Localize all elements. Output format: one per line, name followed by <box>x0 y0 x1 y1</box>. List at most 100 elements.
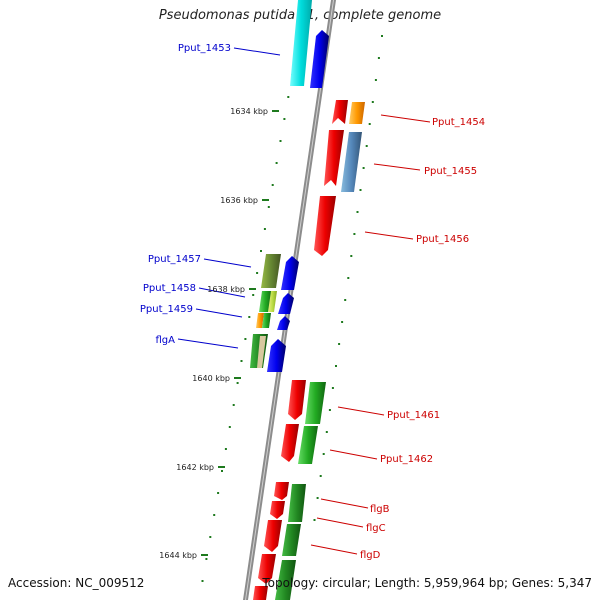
gc-tick <box>319 475 322 477</box>
gene-arrow <box>341 132 362 192</box>
gene-label[interactable]: flgB <box>370 504 390 515</box>
gc-tick <box>362 167 365 169</box>
gene-label[interactable]: Pput_1453 <box>178 43 231 54</box>
gc-tick <box>313 519 316 521</box>
gc-tick <box>205 558 208 560</box>
gene-arrow <box>258 554 276 584</box>
gc-tick <box>377 57 380 59</box>
label-lines-plus <box>177 47 281 349</box>
gc-skew-ticks <box>201 30 383 582</box>
gene-arrow <box>314 196 336 256</box>
gene-arrow <box>270 501 285 519</box>
gc-tick <box>267 206 270 208</box>
scale-tick <box>262 199 269 201</box>
scale-label: 1634 kbp <box>230 107 268 116</box>
gene-arrow <box>349 102 365 124</box>
gc-tick <box>325 431 328 433</box>
gc-tick <box>213 514 216 516</box>
gene-label[interactable]: Pput_1458 <box>143 283 196 294</box>
scale-label: 1644 kbp <box>159 551 197 560</box>
scale-label: 1638 kbp <box>207 285 245 294</box>
scale-tick <box>218 466 225 468</box>
gc-tick <box>232 404 235 406</box>
gene-label[interactable]: Pput_1455 <box>424 166 477 177</box>
scale-tick <box>249 288 256 290</box>
gene-arrow <box>332 100 348 124</box>
scale-tick <box>201 554 208 556</box>
gc-tick <box>368 123 371 125</box>
scale-tick <box>272 110 279 112</box>
scale-label: 1642 kbp <box>176 463 214 472</box>
gc-tick <box>271 184 274 186</box>
genome-summary-text: Topology: circular; Length: 5,959,964 bp… <box>262 576 592 590</box>
gc-tick <box>335 365 337 367</box>
labels-minus: Pput_1454 Pput_1455 Pput_1456 Pput_1461 … <box>360 117 485 561</box>
gene-label[interactable]: Pput_1461 <box>387 410 440 421</box>
gc-tick <box>328 409 331 411</box>
gc-tick <box>279 140 282 142</box>
gc-tick <box>371 101 374 103</box>
gc-tick <box>221 470 223 472</box>
gene-arrow <box>310 30 329 88</box>
gene-arrow <box>290 0 312 86</box>
gene-arrow <box>288 380 306 420</box>
scale-tick <box>234 377 241 379</box>
gc-tick <box>217 492 220 494</box>
gene-label[interactable]: Pput_1454 <box>432 117 485 128</box>
gc-tick <box>287 96 290 98</box>
gene-arrow <box>264 520 282 552</box>
gene-label[interactable]: flgC <box>366 523 386 534</box>
gc-tick <box>283 118 286 120</box>
scale-label: 1640 kbp <box>192 374 230 383</box>
gc-tick <box>263 228 266 230</box>
gene-arrow <box>262 313 271 328</box>
gene-arrow <box>274 482 289 500</box>
scale-labels: 1634 kbp 1636 kbp 1638 kbp 1640 kbp 1642… <box>159 107 268 560</box>
gc-tick <box>316 497 319 499</box>
gene-arrow <box>257 336 266 368</box>
gene-arrow <box>298 426 318 464</box>
gene-arrow <box>305 382 326 424</box>
gene-arrow <box>282 524 301 556</box>
gene-arrow <box>267 339 286 372</box>
gene-arrow <box>256 313 264 328</box>
gene-arrow <box>281 424 299 462</box>
gc-tick <box>344 299 347 301</box>
gc-tick <box>228 426 231 428</box>
gc-tick <box>341 321 344 323</box>
gc-tick <box>244 338 247 340</box>
gc-tick <box>275 162 278 164</box>
gene-arrow <box>288 484 306 522</box>
gc-tick <box>260 250 262 252</box>
gene-arrow <box>261 254 281 288</box>
gene-label[interactable]: Pput_1457 <box>148 254 201 265</box>
gc-tick <box>256 272 259 274</box>
gc-tick <box>374 79 377 81</box>
gene-label[interactable]: flgA <box>156 335 176 346</box>
gc-tick <box>224 448 227 450</box>
gene-label[interactable]: Pput_1456 <box>416 234 469 245</box>
gene-label[interactable]: Pput_1462 <box>380 454 433 465</box>
gc-tick <box>338 343 341 345</box>
gc-tick <box>353 233 356 235</box>
scale-label: 1636 kbp <box>220 196 258 205</box>
gene-features <box>250 0 365 600</box>
gene-arrow <box>253 586 268 600</box>
gc-tick <box>201 580 204 582</box>
accession-text: Accession: NC_009512 <box>8 576 145 590</box>
gc-tick <box>381 35 383 37</box>
gc-tick <box>236 382 239 384</box>
gene-arrow <box>281 256 299 290</box>
label-lines-minus <box>310 114 431 555</box>
gc-tick <box>350 255 353 257</box>
gc-tick <box>356 211 359 213</box>
gene-arrow <box>275 560 296 600</box>
gene-arrow <box>278 293 294 314</box>
gene-label[interactable]: flgD <box>360 550 381 561</box>
gene-label[interactable]: Pput_1459 <box>140 304 193 315</box>
gc-tick <box>252 294 255 296</box>
labels-plus: Pput_1453 Pput_1457 Pput_1458 Pput_1459 … <box>140 43 231 346</box>
scale-ticks <box>201 110 279 556</box>
gc-tick <box>365 145 368 147</box>
